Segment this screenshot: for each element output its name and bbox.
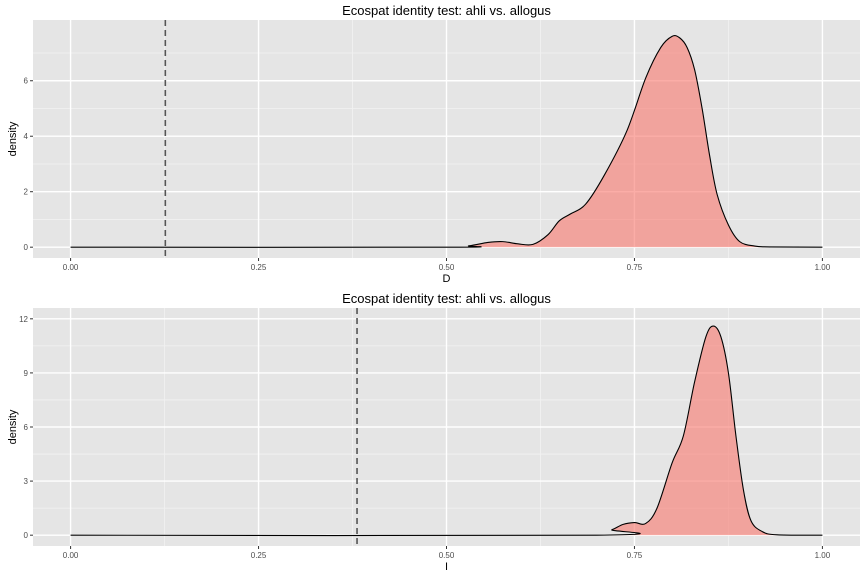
- x-axis-label: I: [445, 561, 448, 573]
- x-tick-label: 0.25: [251, 551, 267, 560]
- chart-panel-2: 0.00 0.25 0.50 0.75 1.00 0 3 6 9 12 Ecospat identi…: [7, 291, 860, 573]
- density-line: [70, 325, 823, 537]
- y-tick-label: 6: [24, 77, 29, 86]
- density-area: [70, 35, 823, 248]
- y-tick-label: 0: [24, 243, 29, 252]
- x-tick-label: 0.50: [439, 263, 455, 272]
- y-tick-label: 12: [19, 315, 28, 324]
- y-tick-label: 0: [24, 531, 29, 540]
- x-tick-label: 0.50: [439, 551, 455, 560]
- x-tick-label: 0.00: [63, 551, 79, 560]
- y-axis-label: density: [7, 121, 19, 156]
- chart-panel-1: 0.00 0.25 0.50 0.75 1.00 0 2 4 6 Ecospat identity…: [7, 3, 860, 285]
- density-area: [70, 326, 823, 536]
- y-axis-label: density: [7, 409, 19, 444]
- y-tick-label: 4: [24, 132, 29, 141]
- x-tick-label: 0.75: [627, 263, 643, 272]
- x-tick-label: 0.25: [251, 263, 267, 272]
- chart-title: Ecospat identity test: ahli vs. allogus: [342, 291, 551, 306]
- x-axis-label: D: [443, 273, 451, 285]
- x-tick-label: 0.00: [63, 263, 79, 272]
- chart-title: Ecospat identity test: ahli vs. allogus: [342, 3, 551, 18]
- y-tick-label: 2: [24, 188, 29, 197]
- y-tick-label: 9: [24, 369, 29, 378]
- x-tick-label: 1.00: [815, 551, 831, 560]
- x-tick-label: 1.00: [815, 263, 831, 272]
- density-line: [70, 35, 823, 248]
- y-tick-label: 3: [24, 477, 29, 486]
- y-tick-label: 6: [24, 423, 29, 432]
- x-tick-label: 0.75: [627, 551, 643, 560]
